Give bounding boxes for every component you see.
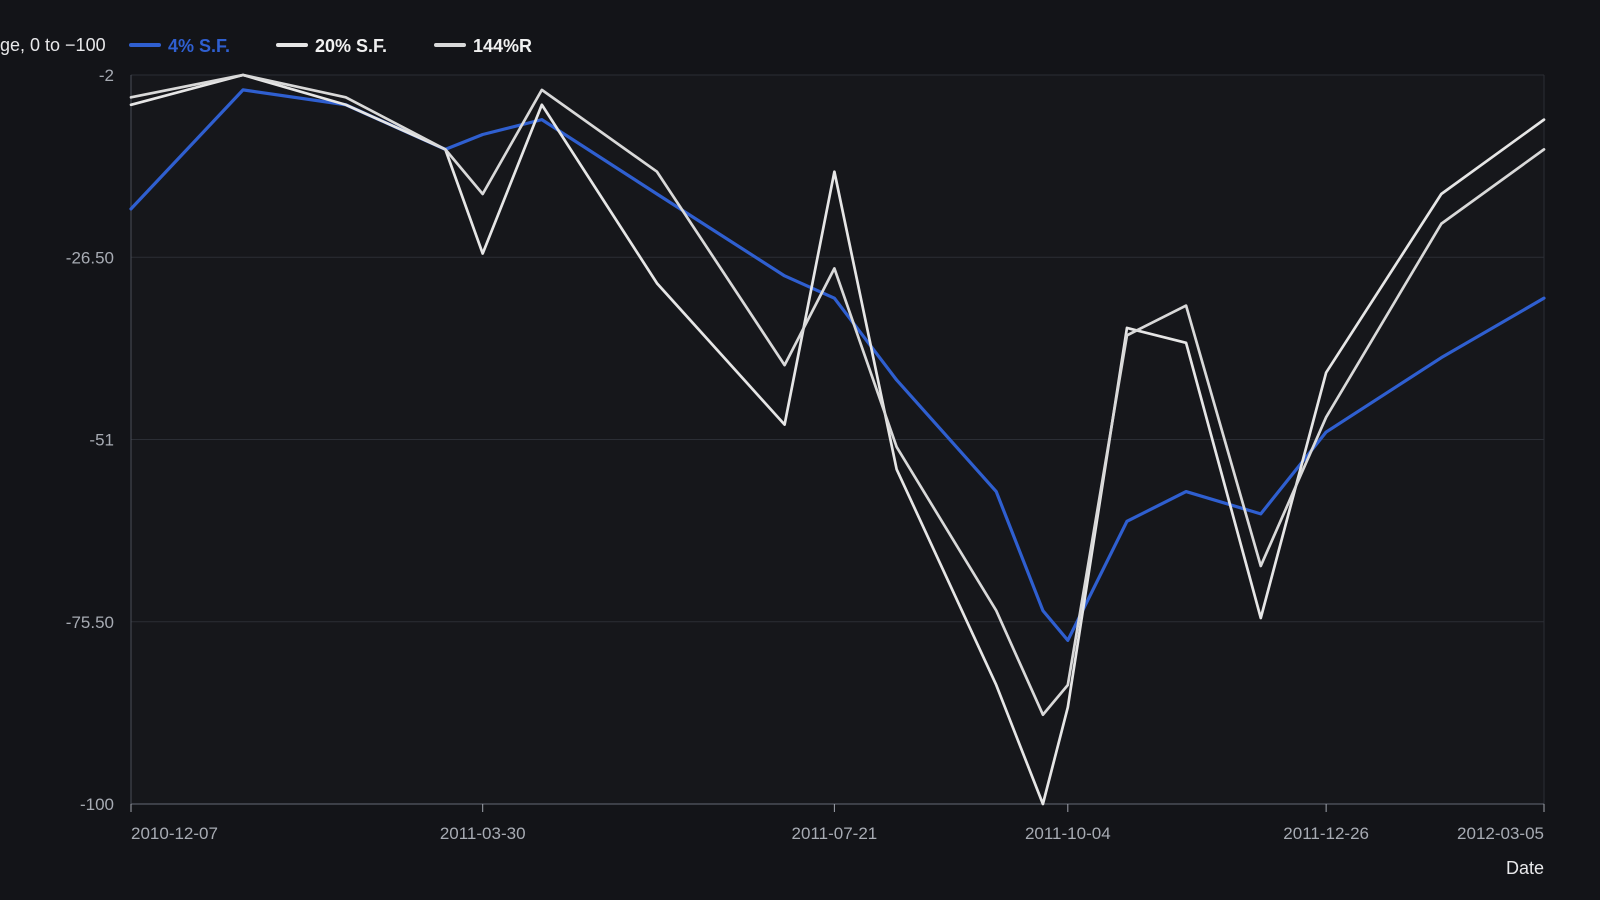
x-tick-label: 2011-03-30 xyxy=(440,824,526,843)
series-lines xyxy=(129,73,1546,806)
y-axis-title: ge, 0 to −100 xyxy=(0,35,106,55)
legend-label: 20% S.F. xyxy=(315,36,387,56)
grid-lines xyxy=(131,74,1545,805)
x-tick-label: 2010-12-07 xyxy=(131,824,218,843)
x-tick-label: 2012-03-05 xyxy=(1457,824,1544,843)
legend-label: 4% S.F. xyxy=(168,36,230,56)
y-tick-label: -51 xyxy=(89,431,114,450)
x-tick-label: 2011-10-04 xyxy=(1025,824,1111,843)
x-axis-title: Date xyxy=(1506,858,1544,878)
axes: -2 -26.50 -51 -75.50 -100 2010-12-07 2011-03-3… xyxy=(66,66,1545,843)
y-tick-label: -100 xyxy=(80,795,114,814)
y-tick-label: -2 xyxy=(99,66,114,85)
y-tick-label: -26.50 xyxy=(66,248,114,267)
x-tick-label: 2011-12-26 xyxy=(1283,824,1369,843)
y-tick-label: -75.50 xyxy=(66,613,114,632)
legend-label: 144%R xyxy=(473,36,532,56)
x-tick-label: 2011-07-21 xyxy=(792,824,878,843)
legend: 4% S.F. 20% S.F. 144%R xyxy=(129,36,532,56)
series-line-3 xyxy=(129,73,1546,717)
